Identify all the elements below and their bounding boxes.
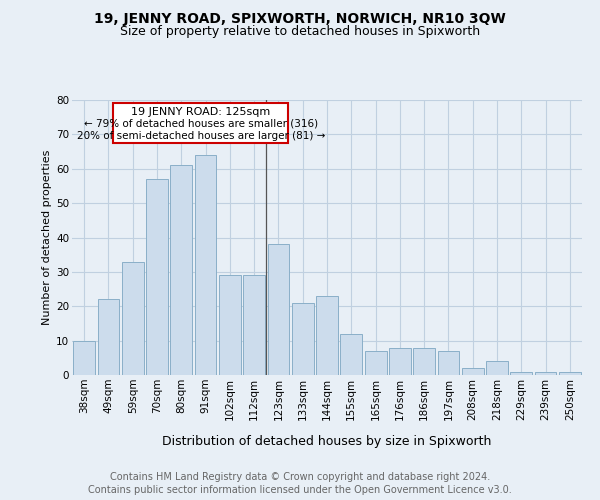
Bar [194,155,217,375]
Bar [340,334,362,375]
Bar [292,303,314,375]
FancyBboxPatch shape [113,104,288,143]
Bar [146,179,168,375]
Bar [219,276,241,375]
Bar [413,348,435,375]
Text: Contains public sector information licensed under the Open Government Licence v3: Contains public sector information licen… [88,485,512,495]
Bar [73,340,95,375]
Bar [170,166,192,375]
Text: 19 JENNY ROAD: 125sqm: 19 JENNY ROAD: 125sqm [131,107,271,117]
Text: Contains HM Land Registry data © Crown copyright and database right 2024.: Contains HM Land Registry data © Crown c… [110,472,490,482]
Text: 19, JENNY ROAD, SPIXWORTH, NORWICH, NR10 3QW: 19, JENNY ROAD, SPIXWORTH, NORWICH, NR10… [94,12,506,26]
Bar [462,368,484,375]
Text: 20% of semi-detached houses are larger (81) →: 20% of semi-detached houses are larger (… [77,131,325,141]
Bar [365,351,386,375]
Bar [437,351,460,375]
Bar [559,372,581,375]
Text: ← 79% of detached houses are smaller (316): ← 79% of detached houses are smaller (31… [83,119,318,129]
Text: Size of property relative to detached houses in Spixworth: Size of property relative to detached ho… [120,25,480,38]
Bar [122,262,143,375]
Bar [97,300,119,375]
Bar [535,372,556,375]
Bar [243,276,265,375]
Text: Distribution of detached houses by size in Spixworth: Distribution of detached houses by size … [163,435,491,448]
Bar [268,244,289,375]
Bar [486,361,508,375]
Bar [389,348,411,375]
Bar [316,296,338,375]
Y-axis label: Number of detached properties: Number of detached properties [42,150,52,325]
Bar [511,372,532,375]
